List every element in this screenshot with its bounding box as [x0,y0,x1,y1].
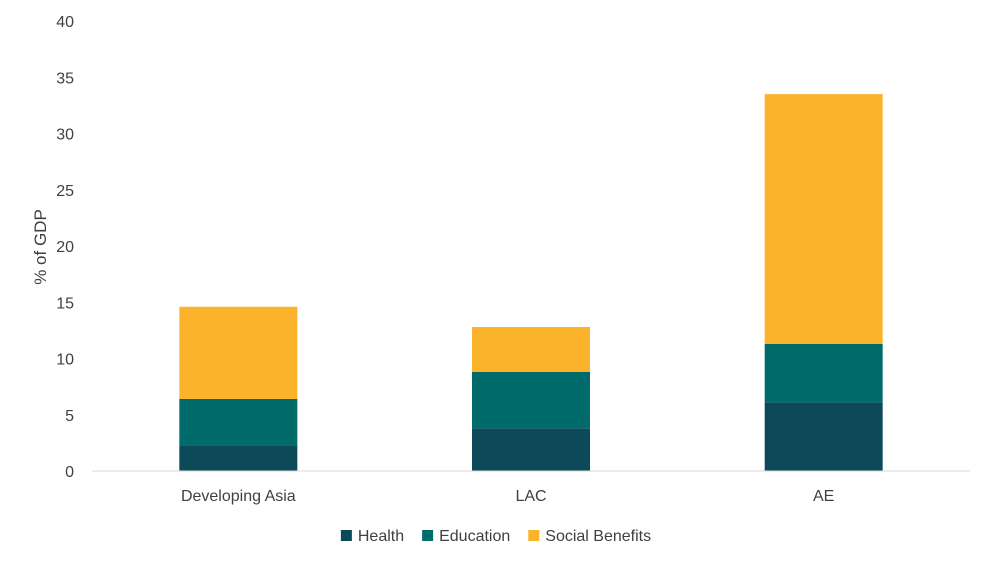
bars [179,94,883,471]
legend-swatch [422,530,434,541]
bar-social-benefits-lac [472,327,590,372]
y-tick-label: 20 [56,239,74,256]
y-tick-label: 40 [56,14,74,31]
y-axis-ticks: 0 5 10 15 20 25 30 35 40 [56,14,74,481]
legend-item-social-benefits: Social Benefits [528,528,651,545]
legend-label: Social Benefits [545,528,651,545]
legend-label: Health [358,528,404,545]
bar-education-ae [764,343,883,403]
x-tick-label: AE [813,488,834,505]
legend-swatch [528,530,540,541]
y-tick-label: 25 [56,183,74,200]
y-axis-title: % of GDP [31,209,50,285]
bar-health-ae [764,402,883,471]
x-tick-label: Developing Asia [181,488,296,505]
bar-education-lac [472,372,590,429]
y-tick-label: 30 [56,127,74,144]
y-tick-label: 5 [65,408,74,425]
legend-label: Education [439,528,510,545]
bar-social-benefits-ae [764,94,883,344]
y-tick-label: 0 [65,464,74,481]
legend-item-health: Health [340,528,404,545]
y-tick-label: 15 [56,295,74,312]
legend-swatch [340,530,352,541]
bar-social-benefits-developing-asia [179,306,298,399]
bar-education-developing-asia [179,399,298,446]
x-axis-ticks: Developing Asia LAC AE [181,488,834,505]
bar-health-developing-asia [179,445,298,471]
y-tick-label: 35 [56,70,74,87]
y-tick-label: 10 [56,352,74,369]
legend: Health Education Social Benefits [340,528,651,545]
legend-item-education: Education [422,528,510,545]
bar-health-lac [472,428,590,471]
x-tick-label: LAC [515,488,546,505]
